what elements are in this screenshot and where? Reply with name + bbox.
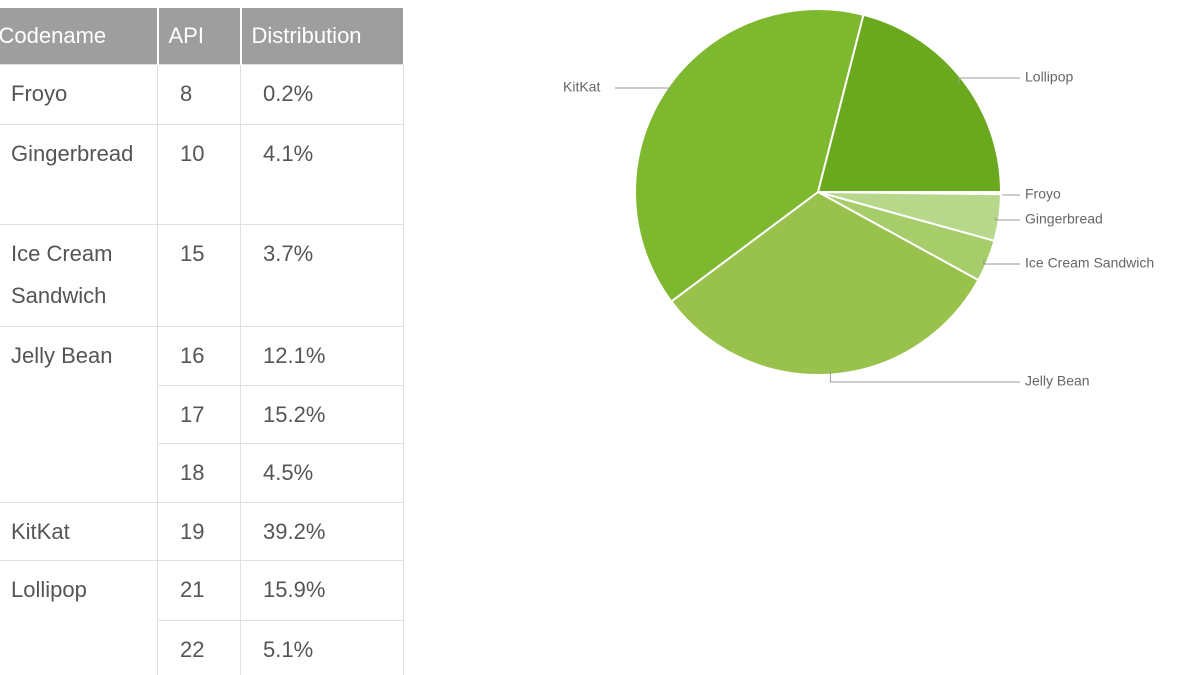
slice-label: Gingerbread <box>1025 211 1103 227</box>
leader-line <box>983 259 1020 265</box>
distribution-cell: 0.2% <box>240 64 404 125</box>
api-cell: 17 <box>157 385 241 444</box>
api-cell: 10 <box>157 124 241 225</box>
header-cell: API <box>157 8 242 65</box>
table-row: Ice Cream Sandwich 15 3.7% <box>0 224 404 327</box>
slice-label: KitKat <box>563 79 600 95</box>
leader-line <box>958 77 1020 83</box>
api-cell: 18 <box>157 443 241 503</box>
slice-label: Jelly Bean <box>1025 373 1090 389</box>
slice-label: Froyo <box>1025 186 1061 202</box>
leader-line <box>994 217 1020 221</box>
distribution-cell: 15.2% <box>240 385 404 444</box>
distribution-cell: 12.1% <box>240 326 404 386</box>
api-cell: 19 <box>157 502 241 561</box>
distribution-cell: 4.5% <box>240 443 404 503</box>
distribution-table: Codename API Distribution Froyo 8 0.2% Gingerb… <box>0 8 405 675</box>
leader-line <box>829 370 1020 383</box>
distribution-cell: 15.9% <box>240 560 404 621</box>
codename-cell: Gingerbread <box>0 124 158 225</box>
table-row: Jelly Bean 16 12.1% <box>0 326 404 503</box>
api-cell: 15 <box>157 224 241 327</box>
leader-line <box>615 87 670 93</box>
table-row: 22 5.1% <box>0 620 404 675</box>
header-cell: Codename <box>0 8 159 65</box>
pie-slice <box>816 13 1003 193</box>
table-row: Gingerbread 10 4.1% <box>0 124 404 225</box>
table-row: 18 4.5% <box>0 443 404 503</box>
table-row: Froyo 8 0.2% <box>0 64 404 125</box>
api-cell: 8 <box>157 64 241 125</box>
distribution-cell: 3.7% <box>240 224 404 327</box>
distribution-cell: 39.2% <box>240 502 404 561</box>
api-cell: 21 <box>157 560 241 621</box>
slice-label: Lollipop <box>1025 69 1073 85</box>
slice-label: Ice Cream Sandwich <box>1025 255 1154 271</box>
pie-slice <box>634 8 865 303</box>
api-cell: 22 <box>157 620 241 675</box>
codename-cell: Jelly Bean <box>0 326 158 503</box>
table-row: Lollipop 21 15.9% <box>0 560 404 675</box>
codename-cell: Lollipop <box>0 560 158 675</box>
api-cell: 16 <box>157 326 241 386</box>
distribution-cell: 4.1% <box>240 124 404 225</box>
distribution-cell: 5.1% <box>240 620 404 675</box>
table-row: 17 15.2% <box>0 385 404 444</box>
header-cell: Distribution <box>240 8 405 65</box>
header-row: Codename API Distribution <box>0 8 405 65</box>
codename-cell: Froyo <box>0 64 158 125</box>
codename-cell: Ice Cream Sandwich <box>0 224 158 327</box>
